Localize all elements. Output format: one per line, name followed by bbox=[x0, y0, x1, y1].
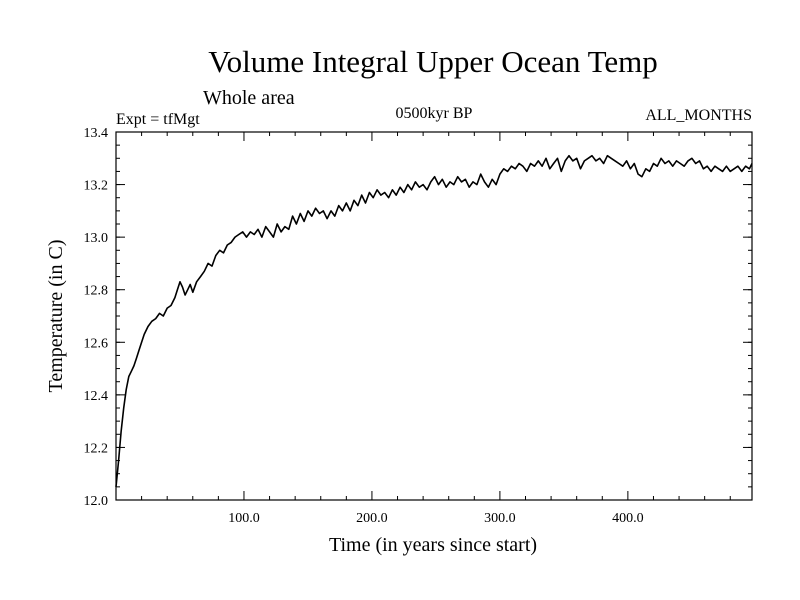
chart-title: Volume Integral Upper Ocean Temp bbox=[208, 44, 658, 79]
chart-subtitle: Whole area bbox=[203, 87, 295, 109]
x-tick-label: 400.0 bbox=[612, 511, 644, 526]
y-tick-label: 13.4 bbox=[84, 126, 109, 141]
y-tick-label: 12.8 bbox=[84, 284, 109, 299]
ticks-group: 12.0 12.2 12.4 12.6 12.8 13.0 13.2 13.4 100.0 200… bbox=[84, 126, 752, 526]
y-tick-label: 13.2 bbox=[84, 179, 109, 194]
y-tick-label: 12.2 bbox=[84, 441, 109, 456]
x-tick-label: 300.0 bbox=[484, 511, 516, 526]
x-axis-label: Time (in years since start) bbox=[329, 534, 537, 556]
plot-frame bbox=[115, 131, 753, 501]
annotation-period: 0500kyr BP bbox=[396, 105, 473, 122]
y-tick-label: 12.6 bbox=[84, 336, 109, 351]
annotation-experiment: Expt = tfMgt bbox=[116, 111, 200, 128]
x-tick-label: 100.0 bbox=[228, 511, 260, 526]
series-line bbox=[115, 154, 753, 487]
series-group bbox=[115, 154, 753, 487]
y-tick-label: 12.4 bbox=[84, 389, 109, 404]
y-tick-label: 13.0 bbox=[84, 231, 109, 246]
y-axis-label: Temperature (in C) bbox=[45, 240, 67, 393]
x-tick-label: 200.0 bbox=[356, 511, 388, 526]
y-tick-label: 12.0 bbox=[84, 494, 109, 509]
axes-group bbox=[115, 131, 753, 501]
annotation-months: ALL_MONTHS bbox=[645, 107, 752, 124]
